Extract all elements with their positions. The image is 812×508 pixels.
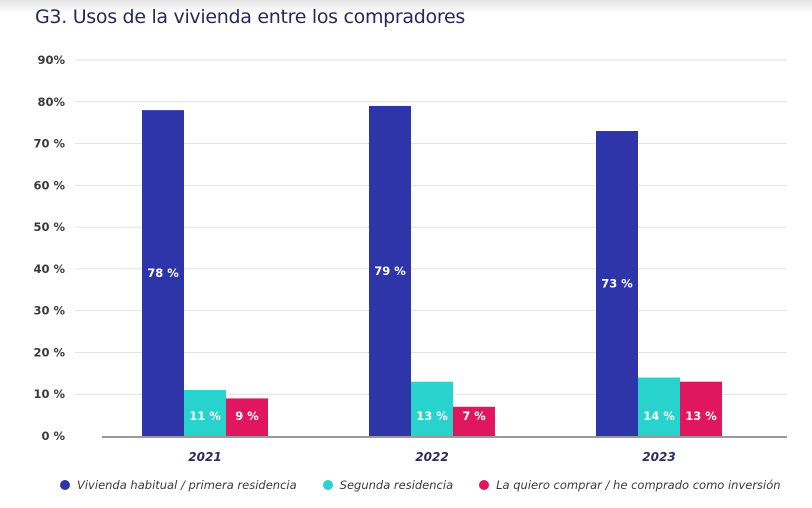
x-tick-label: 2023 [642,450,675,464]
y-tick-label: 20 % [33,345,65,359]
top-shadow-band [0,0,812,14]
data-label: 14 % [643,409,675,423]
x-axis-ticks: 2021 2022 2023 [188,450,675,464]
y-tick-label: 60 % [33,178,65,192]
y-axis-ticks: 0 % 10 % 20 % 30 % 40 % 50 % 60 % 70 % 80% 90% [33,53,65,443]
x-tick-label: 2022 [415,450,448,464]
bar-2021-series-0 [142,110,184,436]
legend-label: Vivienda habitual / primera residencia [77,478,297,492]
bar-2022-series-2 [453,406,495,436]
bar-2022-series-1 [411,381,453,436]
data-label: 79 % [374,264,406,278]
data-label: 7 % [462,409,486,423]
legend-dot-icon [60,480,70,490]
bar-2023-series-1 [638,377,680,436]
y-tick-label: 30 % [33,304,65,318]
y-tick-label: 40 % [33,262,65,276]
legend-item-inversion: La quiero comprar / he comprado como inv… [479,478,781,492]
y-tick-label: 90% [37,53,65,67]
y-tick-label: 0 % [41,429,65,443]
y-tick-label: 80% [37,95,65,109]
x-tick-label: 2021 [188,450,221,464]
data-label: 13 % [685,409,717,423]
data-label: 13 % [416,409,448,423]
legend-item-segunda-residencia: Segunda residencia [322,478,454,492]
legend-label: Segunda residencia [339,478,454,492]
bar-2023-series-2 [680,381,722,436]
data-label: 78 % [147,266,179,280]
legend: Vivienda habitual / primera residencia S… [60,478,807,492]
bars [142,105,722,436]
data-label: 9 % [235,409,259,423]
y-tick-label: 50 % [33,220,65,234]
data-labels: 78 % 79 % 73 % 11 % 13 % 14 % 9 % 7 % 13 % [147,264,717,423]
y-tick-label: 70 % [33,137,65,151]
bar-2022-series-0 [369,105,411,436]
legend-item-vivienda-habitual: Vivienda habitual / primera residencia [60,478,297,492]
data-label: 11 % [189,409,221,423]
legend-dot-icon [479,480,490,490]
bar-2021-series-2 [226,398,268,436]
bar-2021-series-1 [184,390,226,436]
y-tick-label: 10 % [33,387,65,401]
data-label: 73 % [601,277,633,291]
bar-2023-series-0 [596,131,638,436]
legend-label: La quiero comprar / he comprado como inv… [496,478,781,492]
legend-dot-icon [322,480,333,490]
chart-title: G3. Usos de la vivienda entre los compra… [35,6,465,28]
